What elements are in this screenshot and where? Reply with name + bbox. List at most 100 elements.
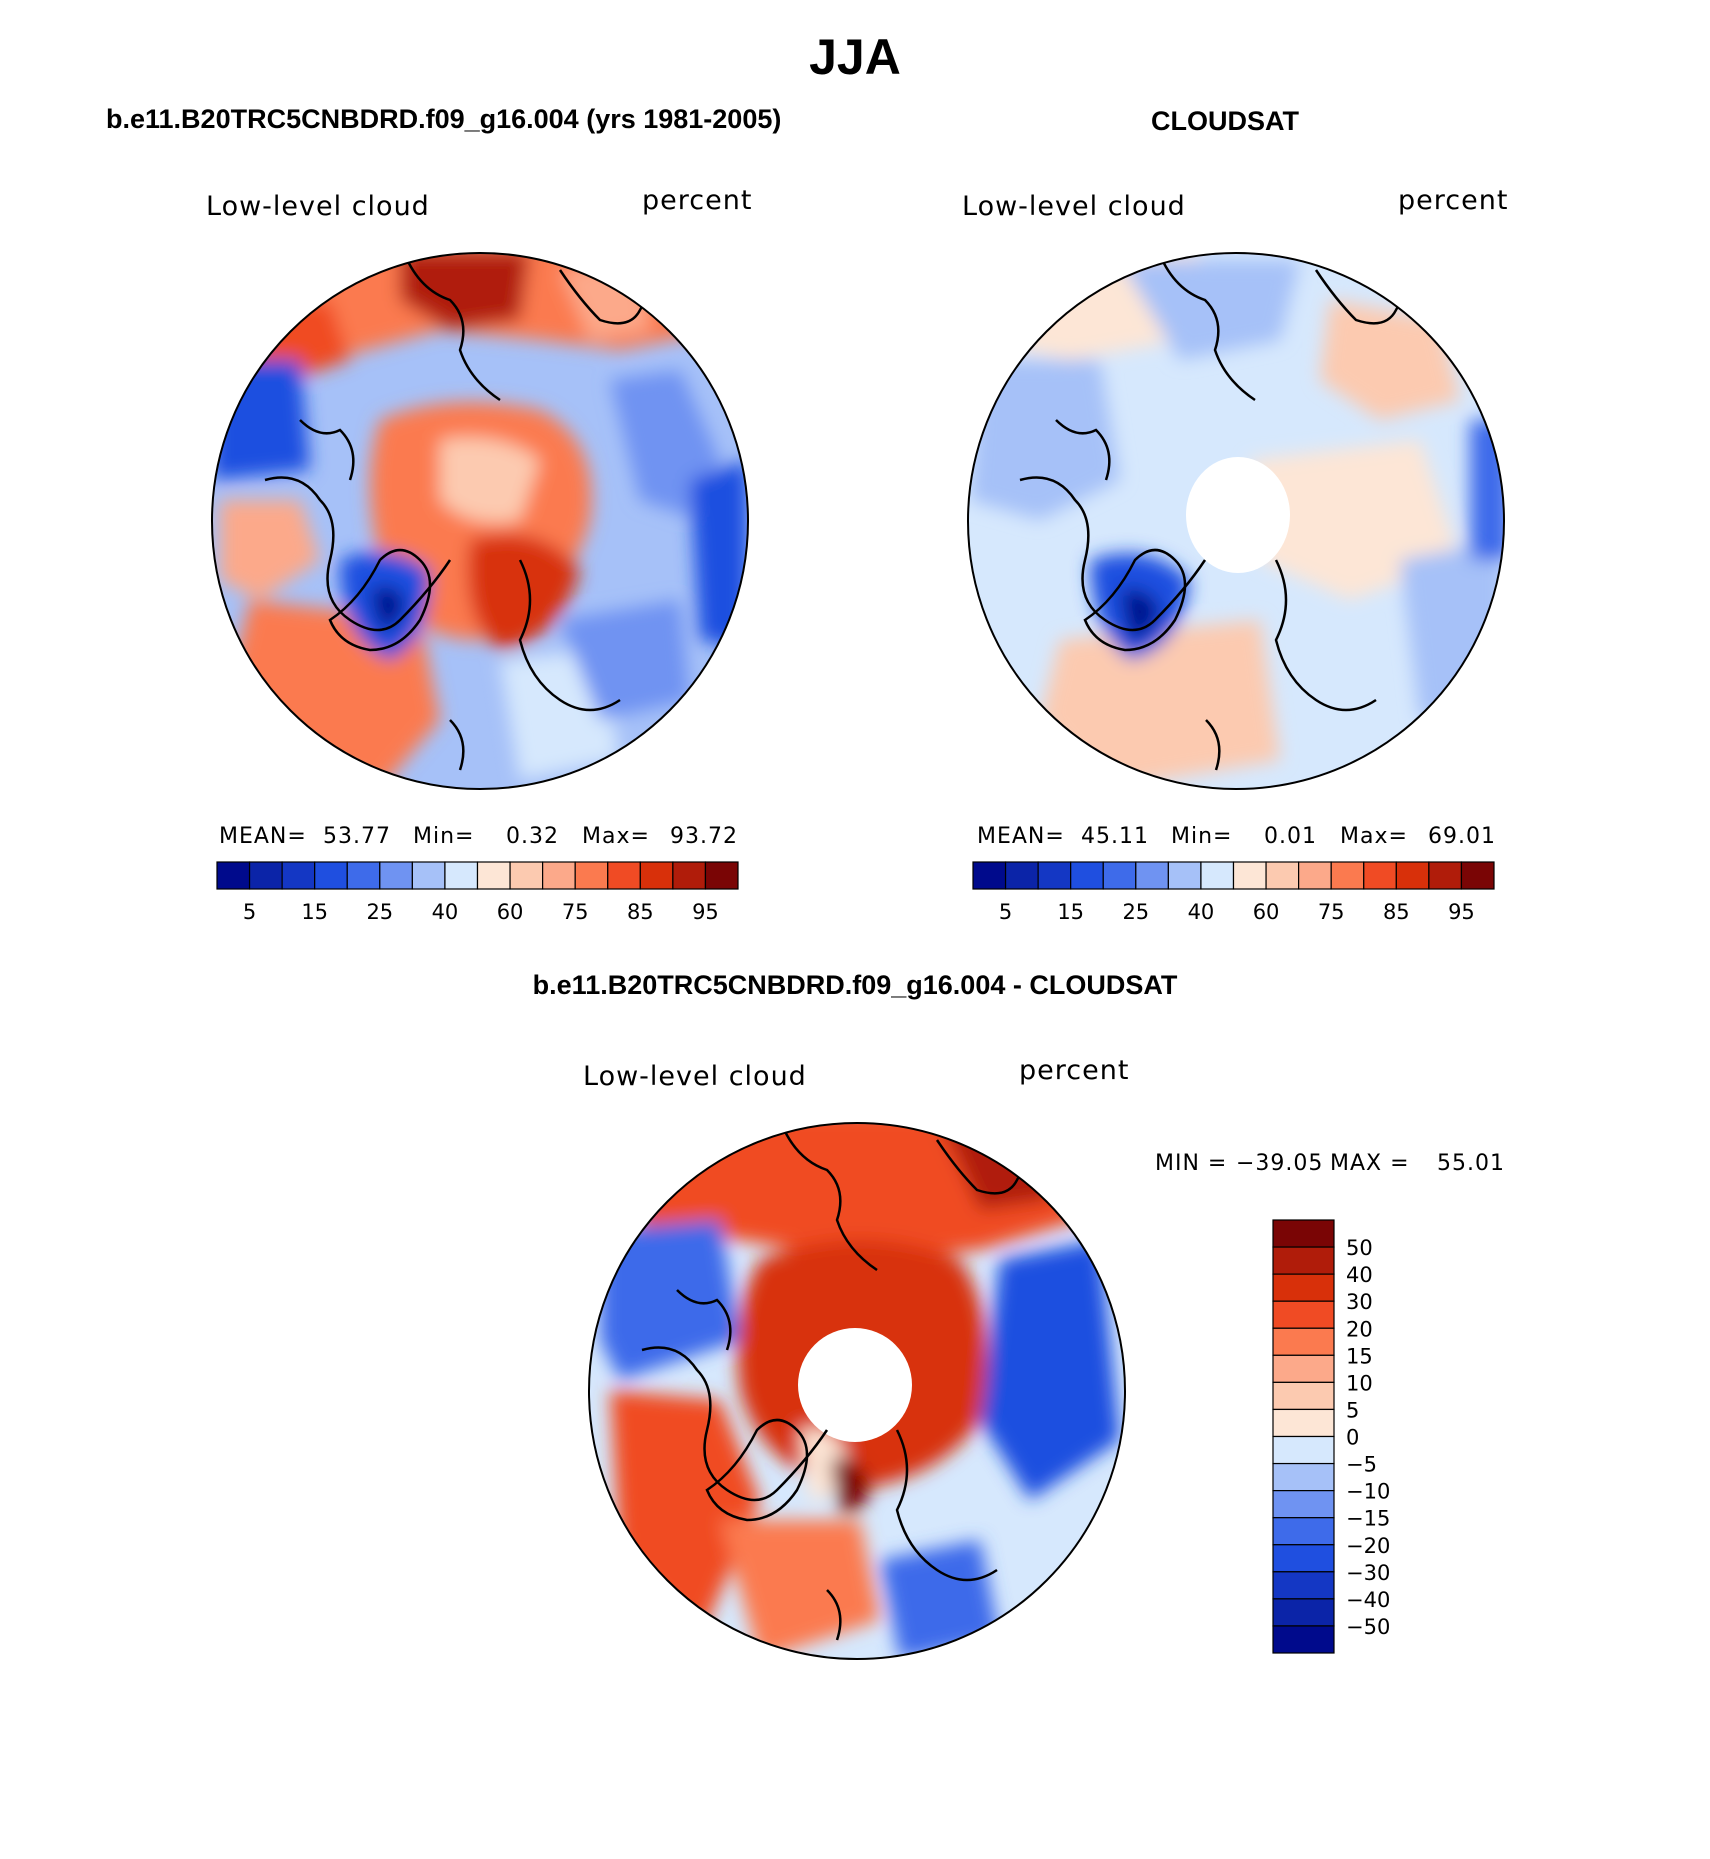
panel-obs-units-label: percent [1398,185,1509,216]
panel-obs-min-label: Min= [1171,824,1233,849]
panel-model-mean-value: 53.77 [323,824,391,849]
colorbar-diff-tick-label: 0 [1346,1426,1359,1450]
colorbar-diff-tick-label: −40 [1346,1588,1390,1612]
colorbar-diff-swatch [1272,1273,1335,1302]
colorbar-obs-swatch [1330,861,1365,890]
colorbar-model-swatch [314,861,348,890]
panel-obs-max-label: Max= [1340,824,1408,849]
colorbar-model-swatch [281,861,316,890]
colorbar-model-tick-label: 85 [627,900,654,924]
colorbar-obs-swatch [1167,861,1202,890]
colorbar-model-swatch [216,861,251,890]
colorbar-model-swatch [346,861,381,890]
colorbar-obs-swatch [1070,861,1104,890]
colorbar-diff-swatch [1272,1490,1335,1519]
colorbar-diff-swatch [1272,1435,1335,1465]
colorbar-obs-swatch [1363,861,1397,890]
figure-title: JJA [809,29,901,85]
colorbar-obs-tick-label: 95 [1448,900,1475,924]
panel-diff-title: b.e11.B20TRC5CNBDRD.f09_g16.004 - CLOUDS… [532,970,1178,1000]
colorbar-obs-swatch [1037,861,1072,890]
colorbar-obs-swatch [1200,861,1235,890]
colorbar-obs-swatch [1232,861,1267,890]
colorbar-obs-tick-label: 25 [1122,900,1149,924]
colorbar-diff-swatch [1272,1544,1335,1573]
colorbar-model-swatch [248,861,283,890]
colorbar-model-swatch [672,861,707,890]
colorbar-model-tick-label: 5 [243,900,256,924]
colorbar-obs-swatch [1460,861,1495,890]
colorbar-diff-swatch [1272,1571,1335,1600]
colorbar-diff-swatch [1272,1300,1335,1329]
colorbar-obs-tick-label: 75 [1318,900,1345,924]
colorbar-obs-tick-label: 40 [1188,900,1215,924]
colorbar-obs-tick-label: 85 [1383,900,1410,924]
colorbar-obs-swatch [1395,861,1430,890]
colorbar-model-tick-label: 15 [301,900,328,924]
colorbar-obs-swatch [1265,861,1300,890]
colorbar-diff-swatch [1272,1381,1335,1411]
panel-diff-min-value: −39.05 [1236,1151,1324,1176]
colorbar-model-swatch [509,861,544,890]
colorbar-obs-swatch [1135,861,1169,890]
colorbar-model-swatch [542,861,576,890]
colorbar-model-swatch [607,861,641,890]
map-diff [588,1122,1126,1660]
colorbar-diff-swatch [1272,1327,1335,1356]
panel-model-max-label: Max= [582,824,650,849]
panel-model-min-label: Min= [413,824,475,849]
colorbar-model-swatch [444,861,479,890]
colorbar-diff-swatch [1272,1408,1335,1438]
colorbar-diff-tick-label: −20 [1346,1534,1390,1558]
panel-model-title: b.e11.B20TRC5CNBDRD.f09_g16.004 (yrs 198… [106,104,782,134]
panel-model-mean-label: MEAN= [219,824,307,849]
colorbar-diff-tick-label: 10 [1346,1371,1373,1395]
colorbar-diff-tick-label: −5 [1346,1453,1377,1477]
panel-obs-mean-label: MEAN= [977,824,1065,849]
colorbar-model-tick-label: 40 [432,900,459,924]
colorbar-model-swatch [379,861,413,890]
colorbar-diff-swatch [1272,1246,1335,1275]
colorbar-model-tick-label: 60 [497,900,524,924]
panel-diff-max-label: MAX = [1330,1151,1410,1176]
colorbar-model-swatch [639,861,674,890]
panel-model-units-label: percent [642,185,753,216]
map-model [211,252,749,790]
colorbar-diff-swatch [1272,1625,1335,1654]
colorbar-diff-tick-label: 15 [1346,1344,1373,1368]
colorbar-obs-tick-label: 15 [1057,900,1084,924]
colorbar-diff-tick-label: 40 [1346,1263,1373,1287]
colorbar-obs-tick-label: 60 [1253,900,1280,924]
colorbar-diff-tick-label: −10 [1346,1480,1390,1504]
panel-obs-min-value: 0.01 [1264,824,1317,849]
colorbar-diff-tick-label: 20 [1346,1317,1373,1341]
colorbar-diff-tick-label: 5 [1346,1398,1359,1422]
colorbar-model-tick-label: 25 [366,900,393,924]
panel-obs-variable-label: Low-level cloud [962,191,1186,222]
colorbar-diff-swatch [1272,1598,1335,1627]
colorbar-obs-swatch [1428,861,1463,890]
colorbar-model: 5 15 25 40 60 75 85 95 [216,861,739,924]
colorbar-model-tick-label: 75 [562,900,589,924]
colorbar-obs-swatch [1298,861,1332,890]
colorbar-diff-swatch [1272,1219,1335,1248]
colorbar-diff-tick-label: 30 [1346,1290,1373,1314]
panel-diff-variable-label: Low-level cloud [583,1061,807,1092]
panel-diff-min-label: MIN = [1155,1151,1228,1176]
panel-model-variable-label: Low-level cloud [206,191,430,222]
colorbar-diff-tick-label: 50 [1346,1236,1373,1260]
panel-obs-mean-value: 45.11 [1081,824,1149,849]
colorbar-diff-swatch [1272,1517,1335,1546]
colorbar-model-swatch [704,861,739,890]
colorbar-model-swatch [411,861,446,890]
colorbar-obs-swatch [1004,861,1039,890]
colorbar-obs-tick-label: 5 [999,900,1012,924]
colorbar-model-swatch [574,861,609,890]
colorbar-diff-swatch [1272,1354,1335,1383]
map-obs [967,252,1505,790]
colorbar-obs-swatch [972,861,1007,890]
panel-obs-max-value: 69.01 [1428,824,1496,849]
colorbar-diff-tick-label: −15 [1346,1507,1390,1531]
